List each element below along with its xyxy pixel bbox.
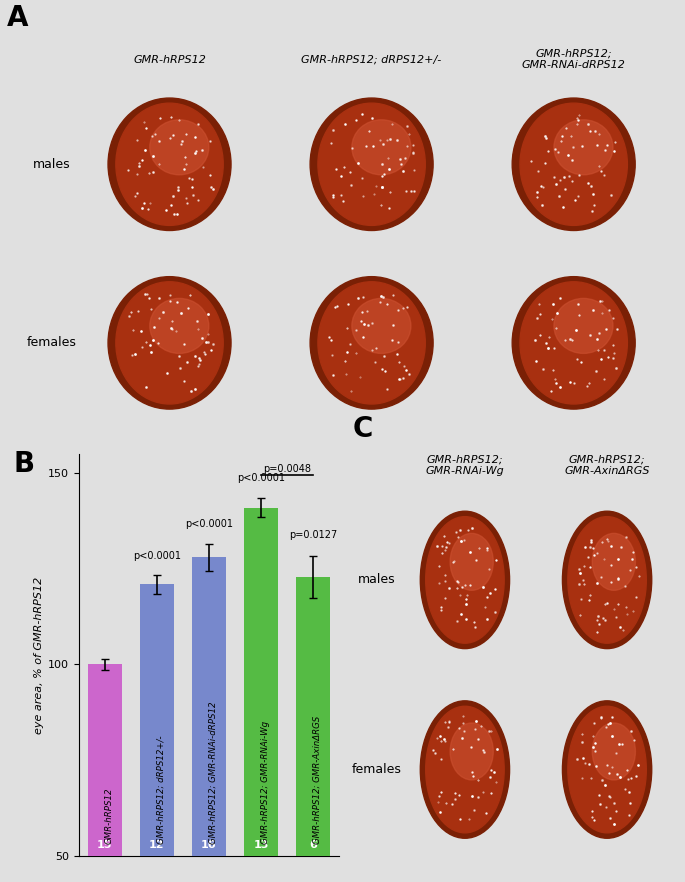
Ellipse shape bbox=[520, 103, 627, 226]
Text: C: C bbox=[353, 415, 373, 443]
Bar bbox=[140, 584, 174, 882]
Ellipse shape bbox=[116, 103, 223, 226]
Text: GMR-hRPS12: GMR-hRPS12 bbox=[105, 788, 114, 844]
Text: B: B bbox=[14, 450, 35, 478]
Ellipse shape bbox=[512, 98, 635, 230]
Ellipse shape bbox=[593, 534, 636, 590]
Ellipse shape bbox=[310, 277, 433, 409]
Text: GMR-hRPS12; GMR-AxinΔRGS: GMR-hRPS12; GMR-AxinΔRGS bbox=[313, 716, 322, 844]
Ellipse shape bbox=[116, 281, 223, 404]
Text: p=0.0127: p=0.0127 bbox=[289, 530, 337, 540]
Text: males: males bbox=[358, 573, 395, 587]
Text: GMR-hRPS12; dRPS12+/-: GMR-hRPS12; dRPS12+/- bbox=[157, 736, 166, 844]
Text: females: females bbox=[27, 336, 76, 349]
Text: GMR-hRPS12; dRPS12+/-: GMR-hRPS12; dRPS12+/- bbox=[301, 55, 442, 64]
Text: 6: 6 bbox=[309, 840, 317, 850]
Ellipse shape bbox=[318, 281, 425, 404]
Ellipse shape bbox=[352, 298, 411, 354]
Text: p=0.0048: p=0.0048 bbox=[263, 464, 311, 475]
Text: p<0.0001: p<0.0001 bbox=[133, 551, 181, 561]
Text: GMR-hRPS12; GMR-RNAi-dRPS12: GMR-hRPS12; GMR-RNAi-dRPS12 bbox=[209, 701, 218, 844]
Ellipse shape bbox=[425, 517, 504, 643]
Ellipse shape bbox=[562, 512, 651, 648]
Bar bbox=[88, 664, 122, 882]
Text: 16: 16 bbox=[201, 840, 216, 850]
Text: p<0.0001: p<0.0001 bbox=[185, 519, 233, 528]
Ellipse shape bbox=[450, 534, 493, 590]
Ellipse shape bbox=[512, 277, 635, 409]
Ellipse shape bbox=[450, 723, 493, 780]
Ellipse shape bbox=[554, 298, 613, 354]
Text: GMR-hRPS12: GMR-hRPS12 bbox=[133, 55, 206, 64]
Text: p<0.0001: p<0.0001 bbox=[237, 473, 285, 482]
Ellipse shape bbox=[310, 98, 433, 230]
Text: GMR-hRPS12;
GMR-RNAi-dRPS12: GMR-hRPS12; GMR-RNAi-dRPS12 bbox=[522, 49, 625, 71]
Text: 15: 15 bbox=[97, 840, 112, 850]
Bar bbox=[244, 508, 278, 882]
Ellipse shape bbox=[108, 98, 231, 230]
Ellipse shape bbox=[352, 120, 411, 175]
Ellipse shape bbox=[421, 701, 510, 838]
Text: 12: 12 bbox=[149, 840, 164, 850]
Text: males: males bbox=[33, 158, 70, 171]
Text: GMR-hRPS12; GMR-RNAi-Wg: GMR-hRPS12; GMR-RNAi-Wg bbox=[261, 721, 270, 844]
Ellipse shape bbox=[150, 298, 209, 354]
Text: GMR-hRPS12;
GMR-RNAi-Wg: GMR-hRPS12; GMR-RNAi-Wg bbox=[425, 454, 504, 476]
Ellipse shape bbox=[568, 706, 647, 833]
Text: females: females bbox=[352, 763, 401, 776]
Bar bbox=[192, 557, 226, 882]
Y-axis label: eye area, % of GMR-hRPS12: eye area, % of GMR-hRPS12 bbox=[34, 576, 44, 734]
Ellipse shape bbox=[318, 103, 425, 226]
Ellipse shape bbox=[593, 723, 636, 780]
Bar bbox=[296, 577, 330, 882]
Text: GMR-hRPS12;
GMR-AxinΔRGS: GMR-hRPS12; GMR-AxinΔRGS bbox=[564, 454, 650, 476]
Ellipse shape bbox=[554, 120, 613, 175]
Ellipse shape bbox=[568, 517, 647, 643]
Ellipse shape bbox=[108, 277, 231, 409]
Text: A: A bbox=[7, 4, 28, 33]
Ellipse shape bbox=[150, 120, 209, 175]
Ellipse shape bbox=[562, 701, 651, 838]
Ellipse shape bbox=[421, 512, 510, 648]
Ellipse shape bbox=[425, 706, 504, 833]
Ellipse shape bbox=[520, 281, 627, 404]
Text: 13: 13 bbox=[253, 840, 269, 850]
